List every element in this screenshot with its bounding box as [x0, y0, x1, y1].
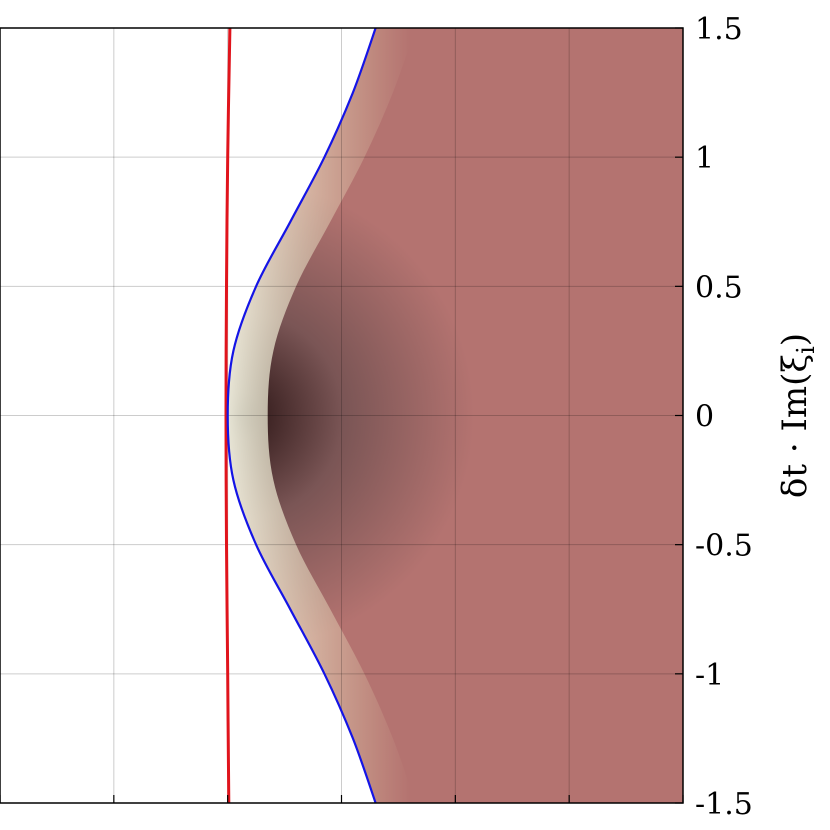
y-tick-label-2: 0.5	[695, 270, 743, 305]
y-tick-label-0: 1.5	[695, 12, 743, 47]
heatmap-edge-glow	[227, 28, 416, 803]
curves	[224, 28, 377, 803]
y-axis-label: δt · Im(ξi)	[775, 333, 820, 498]
y-tick-label-3: 0	[695, 400, 714, 435]
y-ticks: 1.5 1 0.5 0 -0.5 -1 -1.5	[0, 12, 753, 822]
y-tick-label-5: -1	[695, 658, 724, 693]
y-tick-label-6: -1.5	[695, 787, 753, 822]
heatmap-region	[227, 28, 683, 803]
red-curve	[224, 28, 232, 803]
blue-curve	[226, 28, 377, 803]
y-tick-label-1: 1	[695, 141, 714, 176]
y-tick-label-4: -0.5	[695, 529, 753, 564]
